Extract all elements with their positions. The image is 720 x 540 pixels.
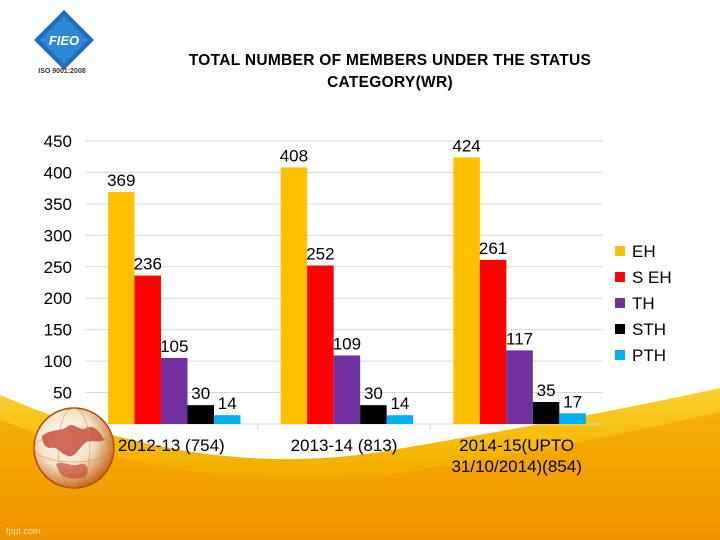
globe-icon xyxy=(24,398,124,498)
data-label: 117 xyxy=(506,329,533,348)
bar-sth xyxy=(188,405,215,424)
bar-s-eh xyxy=(135,276,162,424)
data-label: 252 xyxy=(306,245,334,264)
bar-s-eh xyxy=(480,260,507,424)
bar-th xyxy=(161,358,188,424)
y-tick-label: 450 xyxy=(44,132,72,151)
data-label: 424 xyxy=(452,136,480,155)
bar-pth xyxy=(387,415,414,424)
bar-th xyxy=(506,350,533,424)
legend-swatch xyxy=(615,324,625,334)
legend-swatch xyxy=(615,350,625,360)
x-tick-label: 2012-13 (754) xyxy=(118,436,225,455)
y-tick-label: 150 xyxy=(44,321,72,340)
data-label: 105 xyxy=(160,337,188,356)
y-tick-label: 100 xyxy=(44,352,72,371)
bars xyxy=(108,157,586,424)
legend-swatch xyxy=(615,272,625,282)
data-label: 109 xyxy=(333,334,361,353)
bar-pth xyxy=(214,415,241,424)
bar-pth xyxy=(559,413,586,424)
x-tick-label: 2013-14 (813) xyxy=(291,436,398,455)
bar-eh xyxy=(281,167,308,424)
y-tick-label: 200 xyxy=(44,289,72,308)
data-label: 30 xyxy=(364,384,383,403)
data-label: 261 xyxy=(479,239,507,258)
y-axis-ticks: 050100150200250300350400450 xyxy=(44,132,72,434)
data-label: 236 xyxy=(134,255,162,274)
bar-sth xyxy=(360,405,387,424)
bar-eh xyxy=(108,192,135,424)
bar-sth xyxy=(533,402,560,424)
y-tick-label: 300 xyxy=(44,226,72,245)
x-axis-labels: 2012-13 (754) 2013-14 (813) 2014-15(UPTO 31… xyxy=(118,436,582,476)
footer-url: fppt.com xyxy=(6,526,41,536)
data-label: 369 xyxy=(107,171,135,190)
y-tick-label: 250 xyxy=(44,258,72,277)
data-label: 408 xyxy=(280,146,308,165)
y-tick-label: 400 xyxy=(44,163,72,182)
data-label: 35 xyxy=(537,381,556,400)
data-label: 17 xyxy=(563,392,582,411)
legend-swatch xyxy=(615,298,625,308)
legend-label: EH xyxy=(632,242,656,261)
data-label: 30 xyxy=(191,384,210,403)
legend-label: TH xyxy=(632,294,655,313)
legend: EH S EH TH STH PTH xyxy=(615,242,672,365)
legend-label: PTH xyxy=(632,346,666,365)
bar-eh xyxy=(453,157,480,424)
data-label: 14 xyxy=(218,394,237,413)
legend-label: STH xyxy=(632,320,666,339)
legend-label: S EH xyxy=(632,268,672,287)
data-label: 14 xyxy=(390,394,409,413)
bar-s-eh xyxy=(307,266,334,424)
bar-th xyxy=(334,355,361,424)
x-tick-label: 2014-15(UPTO xyxy=(459,436,574,455)
legend-swatch xyxy=(615,246,625,256)
y-tick-label: 350 xyxy=(44,195,72,214)
x-tick-label: 31/10/2014)(854) xyxy=(451,457,581,476)
